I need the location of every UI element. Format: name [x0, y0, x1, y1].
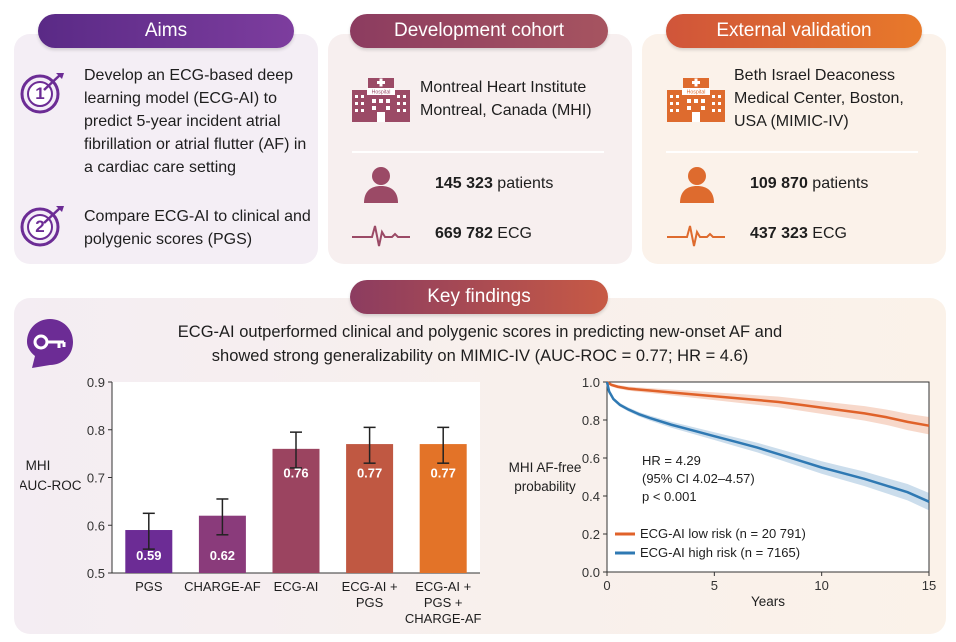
- aims-panel: [14, 34, 318, 264]
- aims-title: Aims: [38, 14, 294, 48]
- y-axis-label-line: MHI AF-free: [509, 460, 582, 475]
- x-tick-label: 5: [711, 578, 718, 593]
- km-curve-high-risk: [605, 381, 930, 503]
- y-tick-label: 0.9: [87, 375, 105, 390]
- validation-title: External validation: [666, 14, 922, 48]
- validation-ecg-unit: ECG: [812, 225, 847, 242]
- validation-ecg-value: 437 323: [750, 225, 808, 242]
- bar-ecg-ai: [272, 448, 320, 573]
- y-tick-label: 0.6: [87, 518, 105, 533]
- plot-area: [606, 381, 930, 573]
- development-patients-unit: patients: [497, 175, 554, 192]
- development-patients: 145 323 patients: [435, 172, 553, 195]
- hospital-sign: Hospital: [687, 90, 706, 96]
- y-axis-label-line: AUC-ROC: [20, 478, 82, 493]
- key-icon: [27, 319, 73, 368]
- hospital-sign: Hospital: [372, 90, 391, 96]
- km-survival-chart: 0.0 0.2 0.4 0.6 0.8 1.0 0 5 10 15 Years MHI AF-free…: [509, 375, 937, 609]
- bar-ecg-ai-pgs: [346, 444, 394, 573]
- development-patients-value: 145 323: [435, 175, 493, 192]
- y-tick-label: 0.8: [582, 413, 600, 428]
- bar-value-label: 0.62: [210, 548, 235, 563]
- hr-annotation: (95% CI 4.02–4.57): [642, 471, 755, 486]
- x-tick-label: 15: [922, 578, 936, 593]
- y-axis-label-line: probability: [514, 479, 576, 494]
- target-icon: [20, 206, 64, 247]
- x-category-label: ECG-AI +: [342, 579, 398, 594]
- validation-panel: [642, 34, 946, 264]
- x-category-label: PGS: [135, 579, 163, 594]
- bar-value-label: 0.77: [431, 466, 456, 481]
- y-tick-label: 0.4: [582, 489, 600, 504]
- legend-label: ECG-AI high risk (n = 7165): [640, 545, 800, 560]
- validation-divider: [666, 151, 918, 153]
- auc-bar-chart: 0.5 0.6 0.7 0.8 0.9 MHI AUC-ROC 0.59 PGS 0.62 CHAR…: [20, 375, 482, 626]
- target-icon: [20, 73, 64, 114]
- development-panel: [328, 34, 632, 264]
- hr-annotation: p < 0.001: [642, 489, 697, 504]
- aim-2-number: 2: [35, 217, 45, 236]
- y-tick-label: 0.6: [582, 451, 600, 466]
- bar-value-label: 0.59: [136, 548, 161, 563]
- x-category-label: PGS: [356, 595, 384, 610]
- validation-ecg: 437 323 ECG: [750, 222, 847, 245]
- development-ecg-unit: ECG: [497, 225, 532, 242]
- y-tick-label: 1.0: [582, 375, 600, 390]
- validation-site: Beth Israel Deaconess Medical Center, Bo…: [734, 67, 904, 130]
- person-icon: [680, 167, 714, 203]
- aim-2-text: Compare ECG-AI to clinical and polygenic…: [84, 208, 311, 248]
- confidence-band: [607, 382, 929, 511]
- development-divider: [352, 151, 604, 153]
- bar-value-label: 0.76: [283, 466, 308, 481]
- x-category-label: ECG-AI: [274, 579, 319, 594]
- y-axis-label-line: MHI: [26, 458, 51, 473]
- aim-1-number: 1: [35, 84, 45, 103]
- development-title: Development cohort: [350, 14, 608, 48]
- bar-value-label: 0.77: [357, 466, 382, 481]
- x-category-label: PGS +: [424, 595, 463, 610]
- legend-label: ECG-AI low risk (n = 20 791): [640, 526, 806, 541]
- y-tick-label: 0.5: [87, 566, 105, 581]
- hospital-icon: Hospital: [667, 78, 725, 122]
- y-tick-label: 0.2: [582, 527, 600, 542]
- x-tick-label: 10: [814, 578, 828, 593]
- hr-annotation: HR = 4.29: [642, 453, 701, 468]
- y-tick-label: 0.8: [87, 423, 105, 438]
- x-axis-label: Years: [751, 594, 785, 609]
- development-ecg: 669 782 ECG: [435, 222, 532, 245]
- x-category-label: ECG-AI +: [415, 579, 471, 594]
- development-site: Montreal Heart Institute Montreal, Canad…: [420, 79, 592, 119]
- km-curve-low-risk: [606, 380, 930, 427]
- ecg-waveform-icon: [667, 225, 725, 247]
- bar-ecg-ai-pgs-charge-af: [419, 444, 467, 573]
- aim-1-text: Develop an ECG-based deep learning model…: [84, 67, 307, 176]
- y-tick-label: 0.0: [582, 565, 600, 580]
- ecg-waveform-icon: [352, 225, 410, 247]
- validation-patients: 109 870 patients: [750, 172, 868, 195]
- findings-summary: ECG-AI outperformed clinical and polygen…: [177, 323, 783, 365]
- person-icon: [364, 167, 398, 203]
- validation-patients-unit: patients: [812, 175, 869, 192]
- x-tick-label: 0: [603, 578, 610, 593]
- hospital-icon: Hospital: [352, 78, 410, 122]
- validation-patients-value: 109 870: [750, 175, 808, 192]
- x-category-label: CHARGE-AF: [405, 611, 482, 626]
- development-ecg-value: 669 782: [435, 225, 493, 242]
- findings-title: Key findings: [350, 280, 608, 314]
- y-tick-label: 0.7: [87, 471, 105, 486]
- x-category-label: CHARGE-AF: [184, 579, 261, 594]
